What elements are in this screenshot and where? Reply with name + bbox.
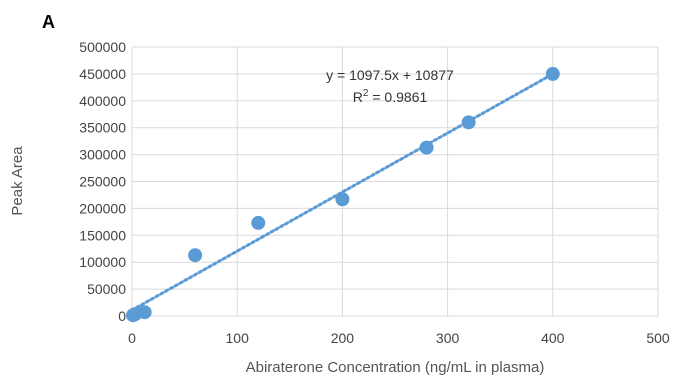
data-point (251, 215, 266, 230)
r-squared-label: R2 = 0.9861 (353, 88, 428, 105)
data-point (419, 140, 434, 155)
y-tick-label: 400000 (79, 93, 126, 109)
y-axis-title: Peak Area (9, 146, 26, 216)
y-tick-label: 50000 (87, 281, 126, 297)
data-points (126, 66, 560, 323)
data-point (137, 305, 152, 320)
data-point (335, 192, 350, 207)
x-tick-label: 500 (646, 330, 670, 346)
trendline-equation: y = 1097.5x + 10877 (326, 67, 454, 83)
y-tick-label: 450000 (79, 66, 126, 82)
trendline (130, 72, 555, 312)
y-tick-label: 250000 (79, 174, 126, 190)
x-axis-tick-labels: 0 100 200 300 400 500 (128, 330, 670, 346)
data-point (188, 248, 203, 263)
x-tick-label: 100 (226, 330, 250, 346)
y-tick-label: 0 (118, 308, 126, 324)
y-tick-label: 350000 (79, 120, 126, 136)
data-point (461, 115, 476, 130)
y-tick-label: 200000 (79, 200, 126, 216)
y-tick-label: 500000 (79, 39, 126, 55)
x-tick-label: 0 (128, 330, 136, 346)
x-tick-label: 200 (331, 330, 355, 346)
y-axis-tick-labels: 0 50000 100000 150000 200000 250000 300000 3500… (79, 39, 126, 324)
data-point (545, 66, 560, 81)
y-tick-label: 300000 (79, 147, 126, 163)
y-tick-label: 150000 (79, 227, 126, 243)
panel-label: A (42, 12, 55, 32)
grid-lines (131, 46, 659, 317)
x-axis-title: Abiraterone Concentration (ng/mL in plas… (246, 359, 545, 376)
y-tick-label: 100000 (79, 254, 126, 270)
x-tick-label: 400 (541, 330, 565, 346)
x-tick-label: 300 (436, 330, 460, 346)
